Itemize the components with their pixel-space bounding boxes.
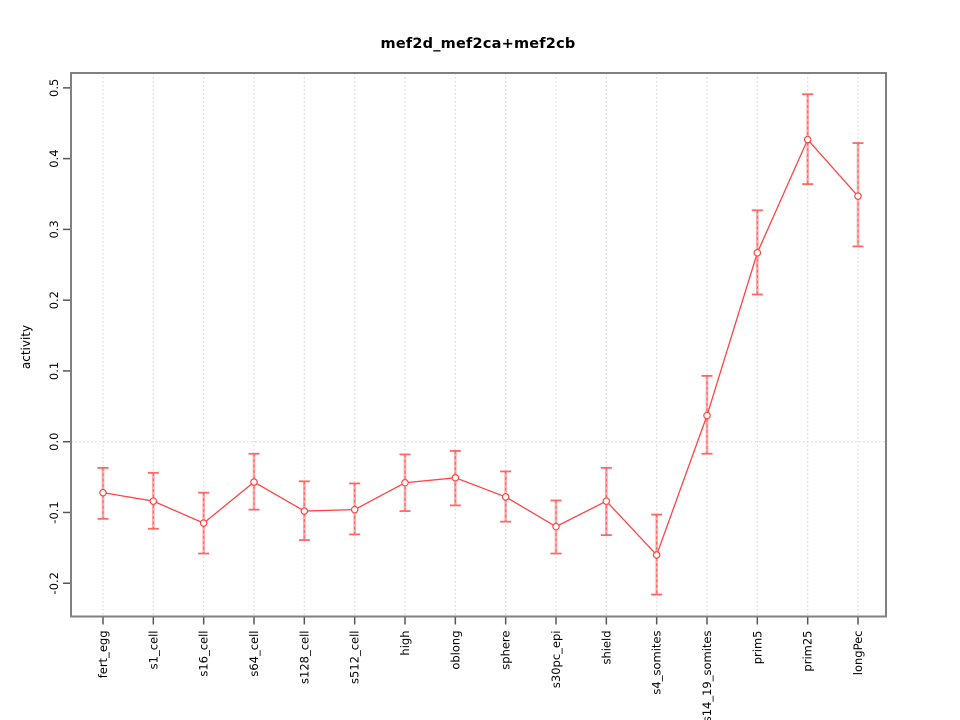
y-tick-label: 0.1 <box>47 362 61 380</box>
y-tick-label: -0.2 <box>47 572 61 594</box>
x-tick-label: prim5 <box>750 631 764 665</box>
x-tick-label: s4_somites <box>650 630 664 694</box>
x-tick-label: longPec <box>851 631 865 676</box>
data-point-marker <box>652 551 661 559</box>
data-point-marker <box>250 478 258 486</box>
data-point-marker <box>451 473 460 482</box>
y-tick-label: 0.3 <box>47 220 61 238</box>
data-point-marker <box>753 248 762 257</box>
y-tick-label: -0.1 <box>47 501 61 523</box>
x-tick-label: shield <box>599 631 613 665</box>
x-tick-label: s512_cell <box>348 631 362 684</box>
y-tick-label: 0.0 <box>47 433 61 451</box>
data-point-marker <box>401 478 409 487</box>
x-tick-label: s16_cell <box>197 631 211 677</box>
data-point-marker <box>703 411 711 420</box>
data-point-marker <box>199 519 208 527</box>
plot-box <box>70 72 887 618</box>
x-tick-label: s128_cell <box>297 631 311 684</box>
data-point-marker <box>350 505 359 514</box>
x-tick-label: s30pc_epi <box>549 631 563 689</box>
x-tick-label: high <box>398 631 412 656</box>
data-line <box>102 138 859 557</box>
x-tick-label: s1_cell <box>146 631 160 670</box>
data-point-marker <box>602 497 611 505</box>
chart-title: mef2d_mef2ca+mef2cb <box>380 36 576 52</box>
y-tick-label: 0.4 <box>47 149 61 167</box>
x-tick-label: fert_egg <box>96 631 110 679</box>
data-point-marker <box>149 497 158 505</box>
x-tick-label: sphere <box>499 631 513 670</box>
x-tick-label: prim25 <box>801 631 815 672</box>
x-tick-label: oblong <box>448 631 462 670</box>
data-point-marker <box>552 522 560 531</box>
data-point-marker <box>300 507 309 515</box>
data-point-marker <box>803 135 812 144</box>
x-tick-label: s64_cell <box>247 631 261 677</box>
data-point-marker <box>99 488 107 497</box>
y-tick-label: 0.5 <box>47 79 61 97</box>
data-point-marker <box>501 493 510 501</box>
data-point-marker <box>854 192 862 200</box>
y-tick-label: 0.2 <box>47 291 61 309</box>
x-tick-label: s14_19_somites <box>700 630 714 720</box>
